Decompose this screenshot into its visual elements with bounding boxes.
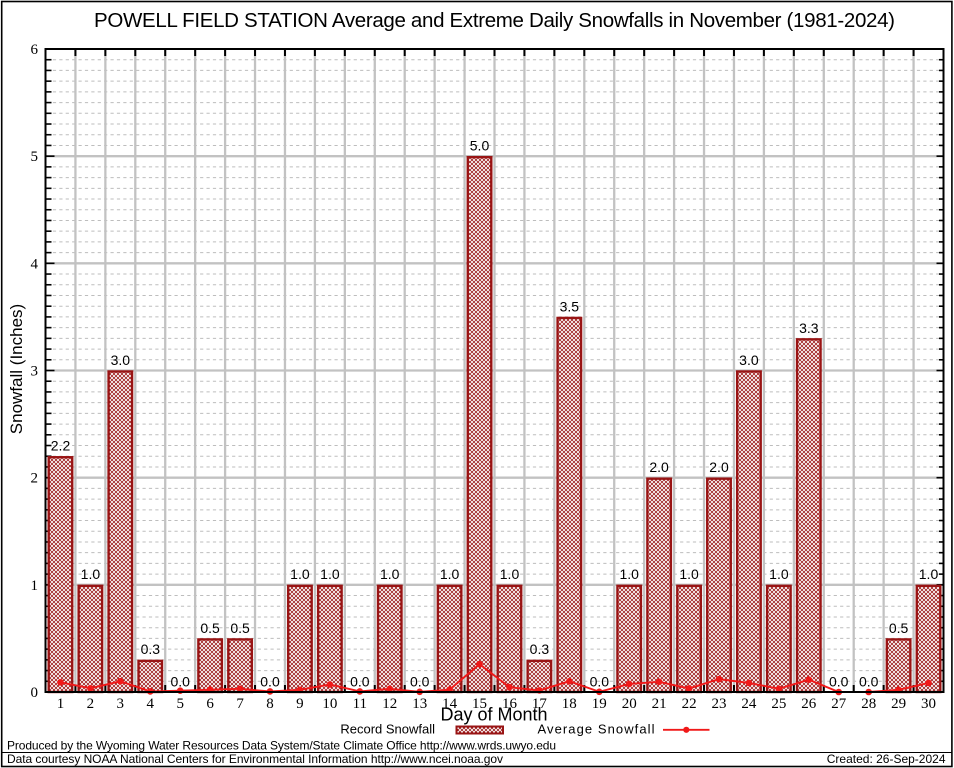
svg-text:12: 12 — [382, 696, 397, 712]
svg-text:14: 14 — [442, 696, 458, 712]
svg-text:5.0: 5.0 — [470, 138, 490, 154]
svg-text:0.5: 0.5 — [230, 620, 250, 636]
svg-text:3: 3 — [117, 696, 125, 712]
svg-text:1.0: 1.0 — [500, 566, 520, 582]
svg-text:19: 19 — [592, 696, 607, 712]
svg-text:6: 6 — [31, 42, 39, 58]
svg-text:3.0: 3.0 — [739, 352, 759, 368]
svg-text:1.0: 1.0 — [440, 566, 460, 582]
svg-text:27: 27 — [831, 696, 847, 712]
svg-text:15: 15 — [472, 696, 487, 712]
svg-text:2.0: 2.0 — [649, 459, 669, 475]
svg-text:1: 1 — [57, 696, 65, 712]
svg-text:11: 11 — [353, 696, 367, 712]
svg-text:0.0: 0.0 — [410, 673, 430, 689]
svg-text:8: 8 — [266, 696, 274, 712]
svg-text:4: 4 — [147, 696, 155, 712]
svg-text:16: 16 — [502, 696, 518, 712]
svg-text:0.3: 0.3 — [530, 641, 550, 657]
svg-text:29: 29 — [891, 696, 906, 712]
svg-text:22: 22 — [682, 696, 697, 712]
svg-text:0.0: 0.0 — [829, 673, 849, 689]
svg-text:1.0: 1.0 — [320, 566, 340, 582]
svg-text:POWELL FIELD STATION Average a: POWELL FIELD STATION Average and Extreme… — [94, 9, 895, 32]
svg-text:2: 2 — [87, 696, 95, 712]
svg-text:1: 1 — [31, 578, 39, 594]
svg-text:0.0: 0.0 — [350, 673, 370, 689]
svg-text:3: 3 — [31, 364, 39, 380]
svg-text:0.3: 0.3 — [141, 641, 161, 657]
svg-text:17: 17 — [532, 696, 548, 712]
svg-text:9: 9 — [296, 696, 304, 712]
svg-text:Day of Month: Day of Month — [440, 705, 547, 725]
svg-text:24: 24 — [741, 696, 757, 712]
svg-text:2.2: 2.2 — [51, 438, 71, 454]
svg-text:1.0: 1.0 — [81, 566, 101, 582]
svg-text:18: 18 — [562, 696, 577, 712]
svg-text:2: 2 — [31, 471, 39, 487]
svg-text:0.0: 0.0 — [859, 673, 879, 689]
svg-text:Record Snowfall: Record Snowfall — [340, 722, 435, 737]
svg-text:0.5: 0.5 — [889, 620, 909, 636]
svg-text:3.3: 3.3 — [799, 320, 819, 336]
svg-text:0.0: 0.0 — [260, 673, 280, 689]
svg-text:Created: 26-Sep-2024: Created: 26-Sep-2024 — [827, 752, 946, 766]
svg-text:3.5: 3.5 — [560, 298, 580, 314]
svg-text:1.0: 1.0 — [619, 566, 639, 582]
svg-text:2.0: 2.0 — [709, 459, 729, 475]
svg-text:5: 5 — [31, 149, 39, 165]
svg-text:1.0: 1.0 — [919, 566, 939, 582]
svg-text:25: 25 — [771, 696, 786, 712]
svg-text:1.0: 1.0 — [380, 566, 400, 582]
svg-text:30: 30 — [921, 696, 936, 712]
svg-text:7: 7 — [236, 696, 244, 712]
svg-text:1.0: 1.0 — [769, 566, 789, 582]
svg-text:0: 0 — [31, 685, 39, 701]
svg-text:Data courtesy NOAA National Ce: Data courtesy NOAA National Centers for … — [7, 752, 503, 766]
svg-text:20: 20 — [622, 696, 637, 712]
svg-text:6: 6 — [206, 696, 214, 712]
svg-text:0.5: 0.5 — [200, 620, 220, 636]
svg-text:1.0: 1.0 — [290, 566, 310, 582]
svg-text:10: 10 — [322, 696, 337, 712]
svg-text:5: 5 — [176, 696, 184, 712]
svg-text:13: 13 — [412, 696, 427, 712]
svg-text:4: 4 — [31, 256, 39, 272]
svg-text:0.0: 0.0 — [170, 673, 190, 689]
svg-text:0.0: 0.0 — [590, 673, 610, 689]
svg-text:Average Snowfall: Average Snowfall — [538, 722, 655, 737]
svg-text:26: 26 — [801, 696, 817, 712]
svg-text:28: 28 — [861, 696, 876, 712]
svg-text:Produced by the Wyoming Water: Produced by the Wyoming Water Resources … — [7, 739, 556, 753]
svg-text:3.0: 3.0 — [111, 352, 131, 368]
svg-text:23: 23 — [712, 696, 727, 712]
svg-text:1.0: 1.0 — [679, 566, 699, 582]
svg-text:21: 21 — [652, 696, 667, 712]
svg-text:Snowfall (Inches): Snowfall (Inches) — [7, 304, 26, 434]
